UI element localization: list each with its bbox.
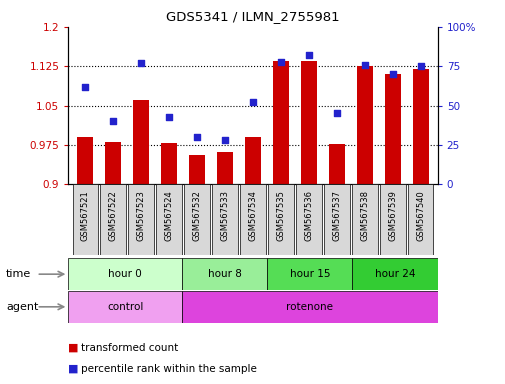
FancyBboxPatch shape [182,258,267,290]
Point [165,114,173,120]
Text: GSM567534: GSM567534 [248,190,257,241]
Text: GDS5341 / ILMN_2755981: GDS5341 / ILMN_2755981 [166,10,339,23]
Point [360,61,368,68]
Text: hour 8: hour 8 [207,269,241,279]
Text: GSM567535: GSM567535 [276,190,285,241]
Text: ■: ■ [68,364,79,374]
FancyBboxPatch shape [267,258,352,290]
Bar [413,69,428,184]
Bar [273,61,288,184]
FancyBboxPatch shape [268,184,293,255]
Point [192,134,200,140]
Text: percentile rank within the sample: percentile rank within the sample [81,364,257,374]
Text: transformed count: transformed count [81,343,178,353]
Point [109,118,117,124]
Text: GSM567533: GSM567533 [220,190,229,241]
Text: control: control [107,302,143,312]
Bar [384,74,400,184]
Text: agent: agent [6,302,38,312]
Text: ■: ■ [68,343,79,353]
Text: GSM567537: GSM567537 [332,190,341,241]
Bar [105,142,121,184]
Bar [189,156,205,184]
Point [137,60,145,66]
FancyBboxPatch shape [184,184,209,255]
Text: GSM567539: GSM567539 [388,190,396,241]
Point [221,137,229,143]
Bar [161,143,176,184]
Point [332,111,340,117]
FancyBboxPatch shape [351,184,377,255]
Text: rotenone: rotenone [286,302,333,312]
Bar [217,152,232,184]
FancyBboxPatch shape [212,184,237,255]
Point [81,84,89,90]
Text: GSM567521: GSM567521 [80,190,89,241]
FancyBboxPatch shape [72,184,97,255]
Bar [357,66,372,184]
FancyBboxPatch shape [324,184,349,255]
Point [248,99,257,106]
FancyBboxPatch shape [380,184,405,255]
Bar [133,100,148,184]
Bar [77,137,92,184]
Point [276,58,284,65]
Text: GSM567540: GSM567540 [416,190,425,241]
Bar [245,137,260,184]
FancyBboxPatch shape [240,184,265,255]
FancyBboxPatch shape [182,291,437,323]
Text: GSM567523: GSM567523 [136,190,145,241]
Text: GSM567538: GSM567538 [360,190,369,241]
Text: hour 0: hour 0 [108,269,142,279]
Text: GSM567532: GSM567532 [192,190,201,241]
FancyBboxPatch shape [68,291,182,323]
Text: hour 24: hour 24 [374,269,415,279]
Point [416,63,424,70]
Text: time: time [6,269,31,279]
Bar [329,144,344,184]
FancyBboxPatch shape [352,258,437,290]
Bar [300,61,316,184]
FancyBboxPatch shape [68,258,182,290]
FancyBboxPatch shape [128,184,154,255]
Text: GSM567522: GSM567522 [109,190,117,241]
Text: hour 15: hour 15 [289,269,329,279]
FancyBboxPatch shape [156,184,181,255]
Point [305,52,313,58]
Text: GSM567536: GSM567536 [304,190,313,241]
FancyBboxPatch shape [408,184,433,255]
FancyBboxPatch shape [100,184,125,255]
Point [388,71,396,77]
FancyBboxPatch shape [296,184,321,255]
Text: GSM567524: GSM567524 [164,190,173,241]
